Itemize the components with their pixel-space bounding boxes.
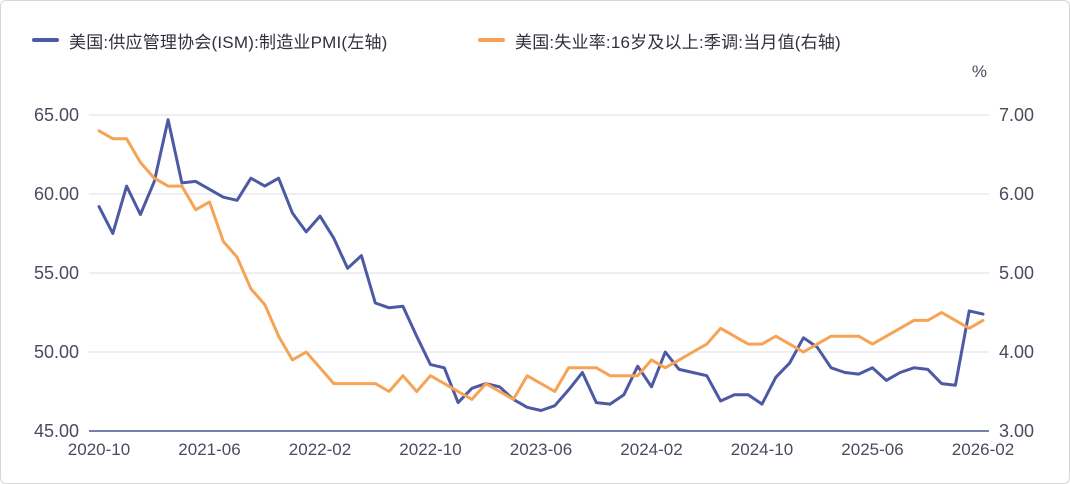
x-axis-label: 2020-10 <box>67 440 131 459</box>
x-axis-label: 2026-02 <box>951 440 1015 459</box>
x-axis-label: 2024-02 <box>620 440 683 459</box>
x-axis-label: 2025-06 <box>841 440 904 459</box>
y-axis-label-left: 50.00 <box>33 342 79 362</box>
x-axis-label: 2021-06 <box>178 440 241 459</box>
x-axis-label: 2022-02 <box>288 440 352 459</box>
x-axis-label: 2022-10 <box>399 440 462 459</box>
y-axis-label-left: 65.00 <box>33 105 79 125</box>
x-axis-label: 2024-10 <box>730 440 794 459</box>
pmi-line-swatch <box>32 38 59 42</box>
y-axis-label-right: 7.00 <box>999 105 1035 125</box>
legend-label-pmi: 美国:供应管理协会(ISM):制造业PMI(左轴) <box>69 32 388 52</box>
legend-item-pmi: 美国:供应管理协会(ISM):制造业PMI(左轴) <box>32 29 388 52</box>
pmi-line-series <box>97 118 985 412</box>
y-axis-label-left: 55.00 <box>33 263 79 283</box>
y-axis-label-left: 60.00 <box>33 184 79 204</box>
legend-item-unemployment: 美国:失业率:16岁及以上:季调:当月值(右轴) <box>478 29 841 52</box>
y-axis-label-right: 3.00 <box>999 421 1035 441</box>
y-axis-label-right: 5.00 <box>999 263 1035 283</box>
unemployment-line-swatch <box>478 38 505 42</box>
unemployment-line-series <box>97 129 985 401</box>
y-axis-label-right: 4.00 <box>999 342 1035 362</box>
y-axis-label-right: 6.00 <box>999 184 1035 204</box>
y-axis-label-left: 45.00 <box>33 421 79 441</box>
legend-label-unemployment: 美国:失业率:16岁及以上:季调:当月值(右轴) <box>515 32 841 52</box>
x-axis-label: 2023-06 <box>509 440 573 459</box>
right-axis-unit-label: % <box>971 62 987 81</box>
